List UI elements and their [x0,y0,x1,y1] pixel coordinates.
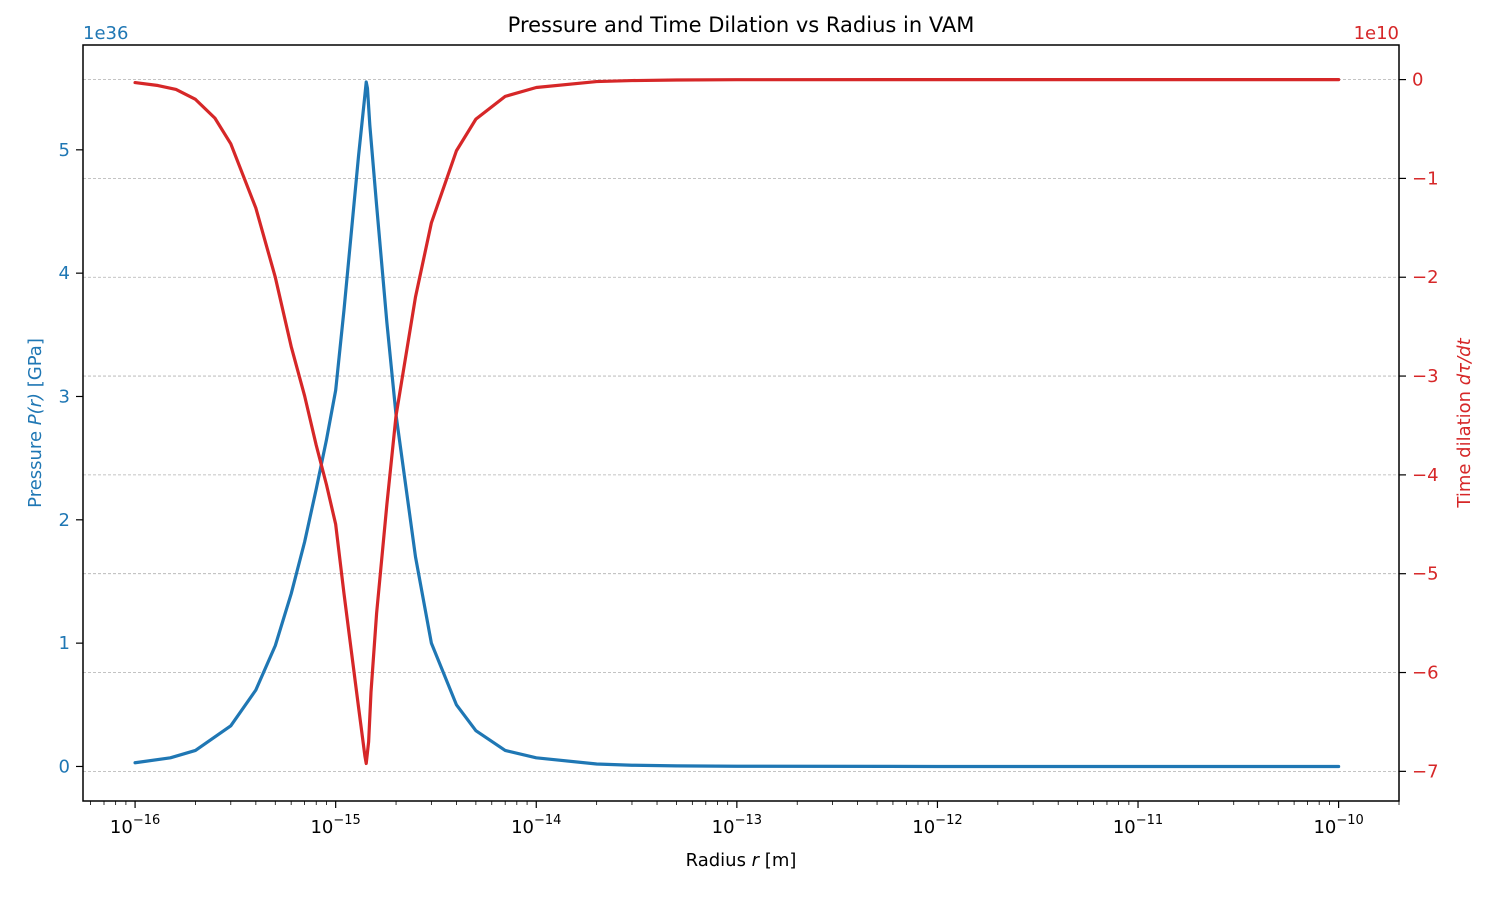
right-axis-offset-text: 1e10 [1354,23,1399,44]
x-tick-exponent: −12 [935,813,962,828]
x-tick-exponent: −13 [735,813,762,828]
x-tick-label-3: 10−13 [712,813,762,838]
x-tick-base: 10 [511,817,534,838]
left-tick-label-1: 1 [59,633,70,654]
x-tick-exponent: −15 [333,813,360,828]
right-tick-label-7: −7 [1412,761,1439,782]
x-axis-label: Radius r [m] [686,850,797,871]
x-tick-exponent: −16 [133,813,160,828]
x-tick-exponent: −14 [534,813,561,828]
x-tick-base: 10 [1313,817,1336,838]
left-axis-label-unit: [GPa] [25,338,46,393]
left-tick-label-0: 0 [59,756,70,777]
left-y-axis: 0 1 2 3 4 5 [59,140,83,777]
x-tick-label-6: 10−10 [1313,813,1363,838]
left-axis-offset-text: 1e36 [83,23,128,44]
left-tick-label-4: 4 [59,263,70,284]
pressure-line [133,80,1341,769]
right-axis-label: Time dilation dτ/dt [1454,337,1475,508]
left-axis-label-var: P(r) [25,393,46,425]
right-tick-label-1: −1 [1412,168,1439,189]
right-tick-label-0: 0 [1412,70,1423,91]
right-tick-label-6: −6 [1412,663,1439,684]
x-tick-exponent: −10 [1336,813,1363,828]
right-tick-label-3: −3 [1412,366,1439,387]
x-axis-label-var: r [752,850,761,871]
x-axis-label-unit: [m] [759,850,796,871]
left-tick-label-5: 5 [59,140,70,161]
right-axis-label-main: Time dilation [1454,385,1475,508]
right-tick-label-2: −2 [1412,267,1439,288]
x-tick-label-0: 10−16 [110,813,160,838]
x-axis-label-main: Radius [686,850,752,871]
x-axis: 10−16 10−15 10−14 10−13 10−12 10−11 10−10 [90,801,1400,838]
left-tick-label-2: 2 [59,510,70,531]
x-tick-base: 10 [912,817,935,838]
x-tick-base: 10 [712,817,735,838]
right-tick-label-4: −4 [1412,465,1439,486]
x-tick-label-1: 10−15 [310,813,360,838]
plot-frame [82,44,1400,802]
chart-title: Pressure and Time Dilation vs Radius in … [508,13,975,37]
time-dilation-line [133,77,1341,766]
series-time-dilation [133,77,1341,766]
x-tick-label-5: 10−11 [1113,813,1163,838]
left-tick-label-3: 3 [59,386,70,407]
right-tick-label-5: −5 [1412,564,1439,585]
x-tick-exponent: −11 [1136,813,1163,828]
left-axis-label: Pressure P(r) [GPa] [25,338,46,508]
series-pressure [133,80,1341,769]
x-tick-label-2: 10−14 [511,813,561,838]
x-tick-base: 10 [110,817,133,838]
x-tick-label-4: 10−12 [912,813,962,838]
right-axis-label-var: dτ/dt [1454,337,1475,385]
right-y-axis: 0 −1 −2 −3 −4 −5 −6 −7 [1399,70,1439,782]
left-axis-label-main: Pressure [25,425,46,508]
x-tick-base: 10 [1113,817,1136,838]
x-tick-base: 10 [310,817,333,838]
